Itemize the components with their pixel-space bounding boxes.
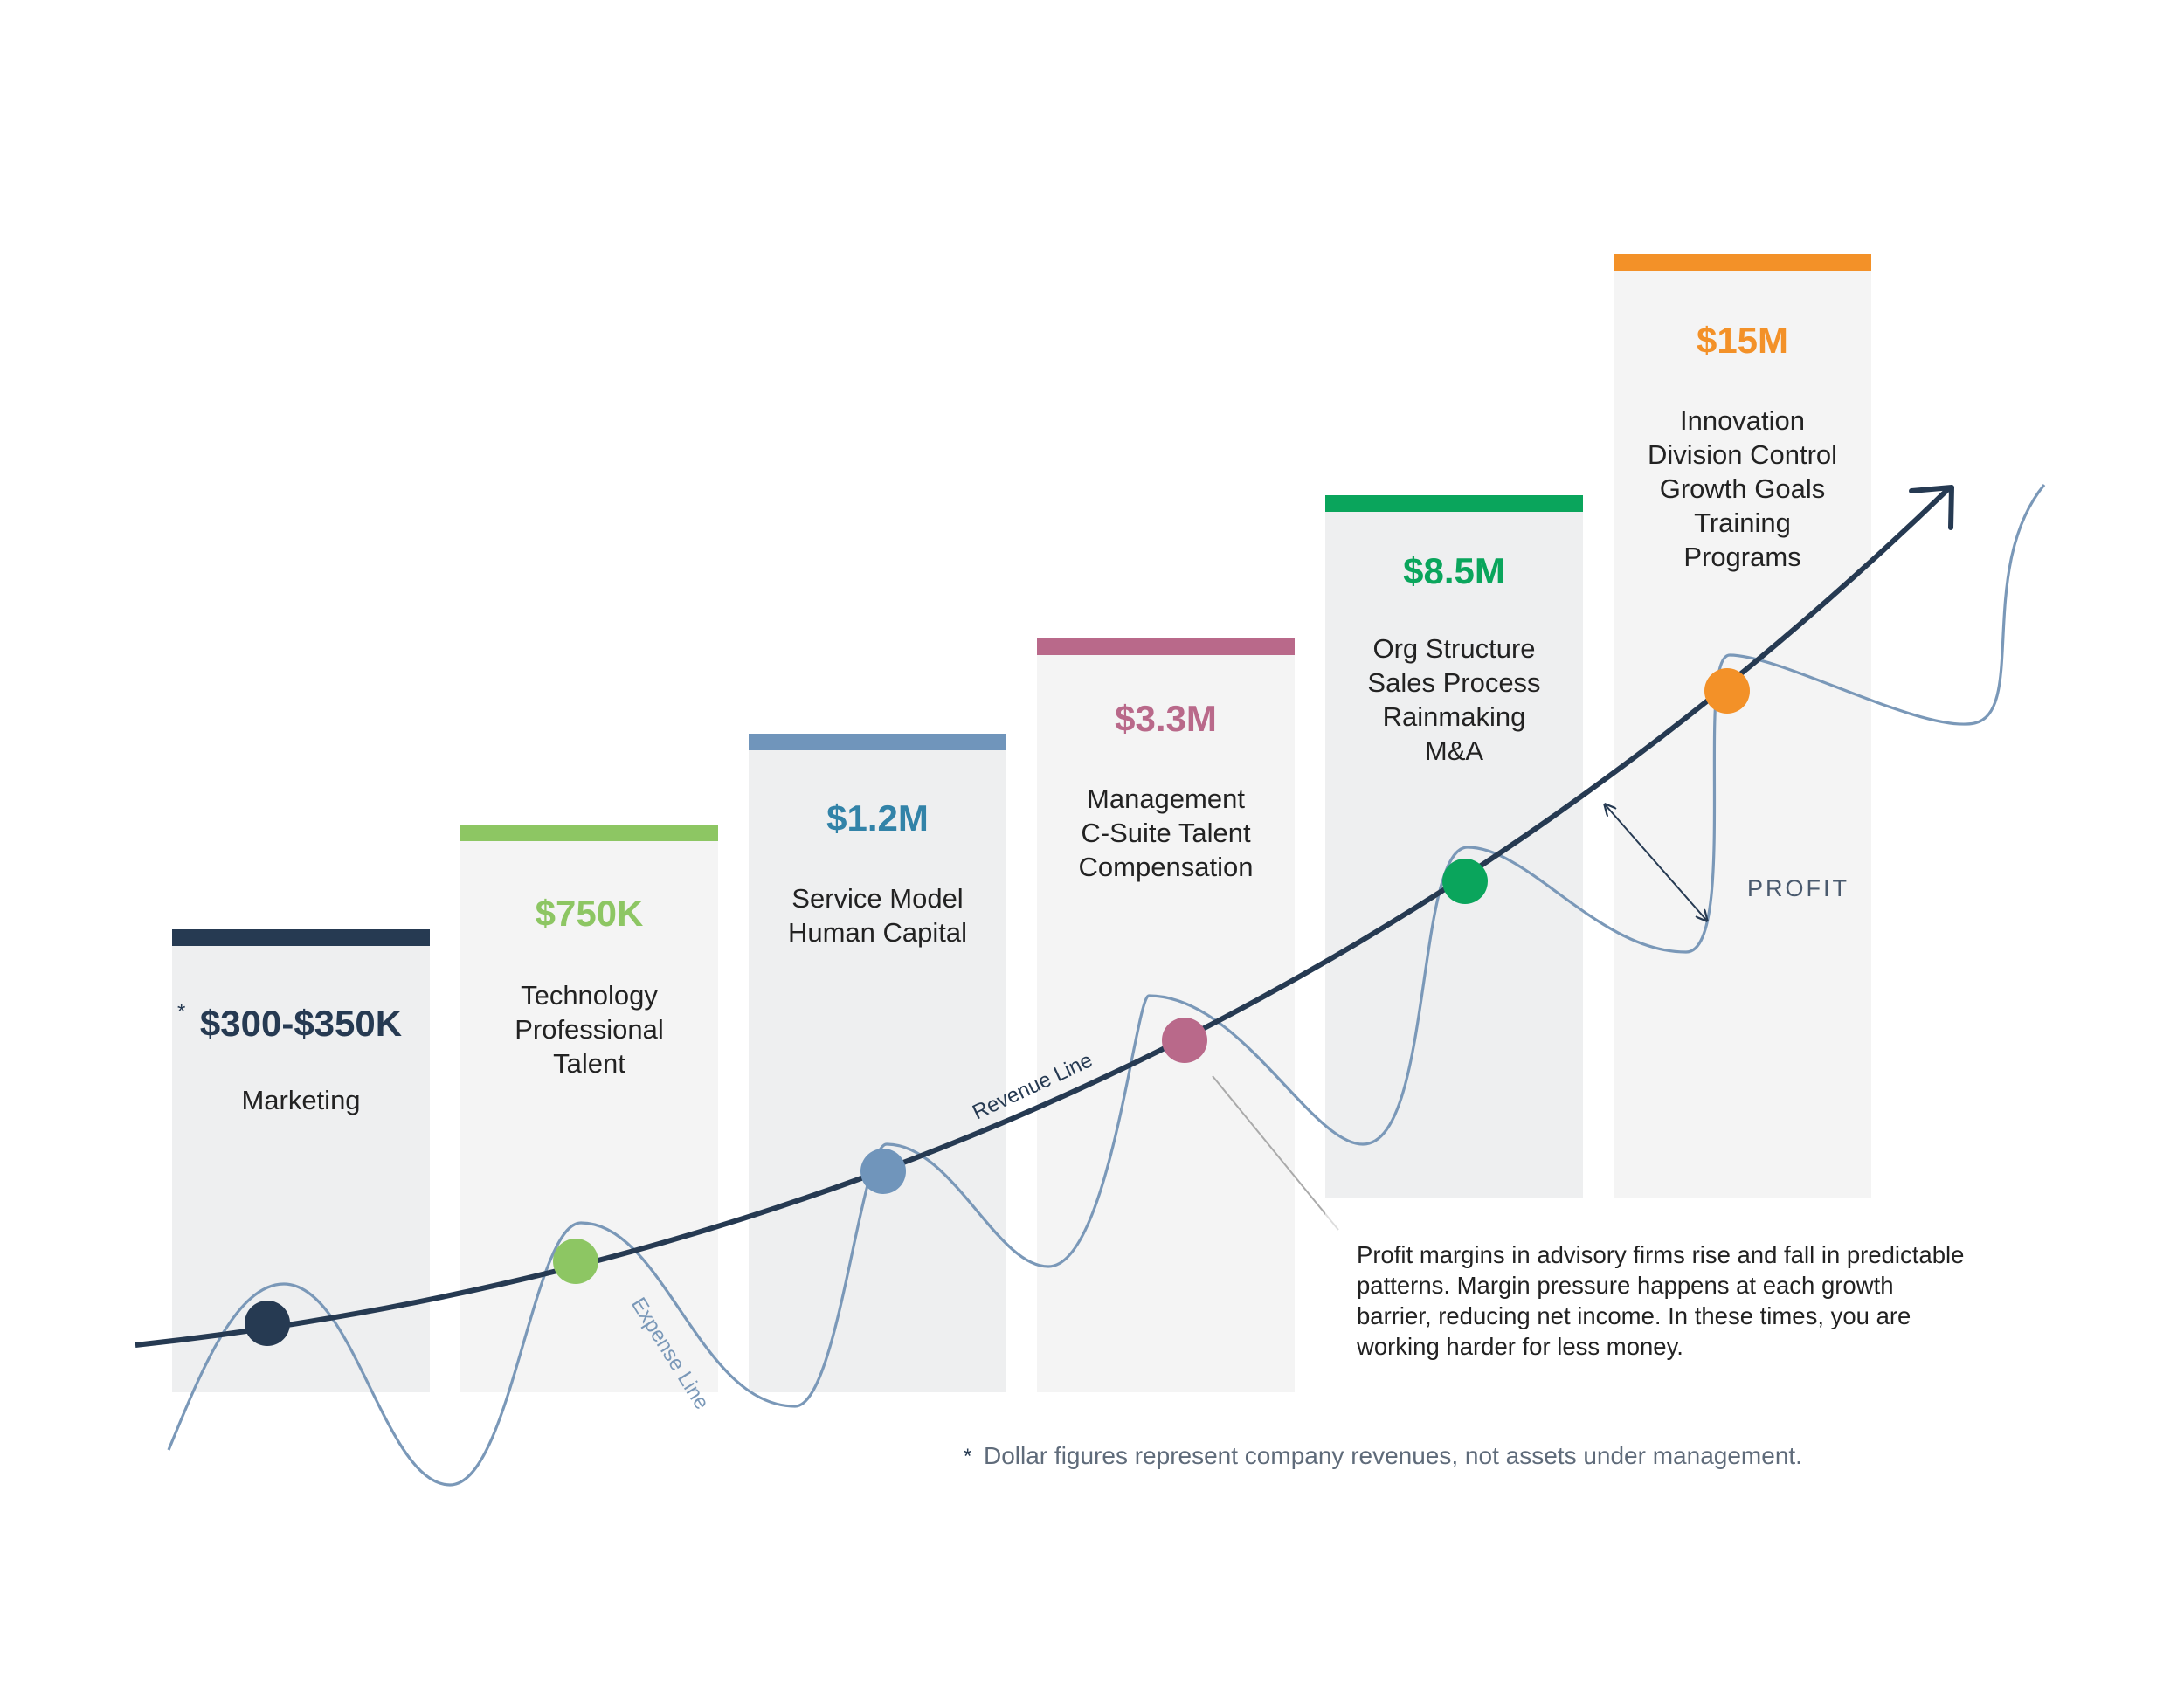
stage-label-3-2: Human Capital — [788, 917, 967, 948]
stage-amount-5: $8.5M — [1403, 550, 1505, 591]
stage-panel-5 — [1325, 495, 1583, 1198]
stage-label-4-1: Management — [1087, 783, 1245, 814]
footnote-text: Dollar figures represent company revenue… — [984, 1442, 1802, 1469]
milestone-dot-6 — [1704, 668, 1750, 714]
note-backdrop — [1325, 1198, 1871, 1392]
milestone-dot-2 — [553, 1239, 598, 1284]
stage-amount-3: $1.2M — [826, 797, 929, 839]
stage-label-6-3: Growth Goals — [1660, 473, 1826, 504]
stage-label-5-3: Rainmaking — [1383, 701, 1526, 732]
stage-label-5-1: Org Structure — [1372, 633, 1535, 664]
stage-bar-3 — [749, 734, 1006, 750]
stage-panel-2 — [460, 825, 718, 1392]
stage-panel-3 — [749, 734, 1006, 1392]
stage-panel-1 — [172, 929, 430, 1392]
stage-label-6-2: Division Control — [1648, 439, 1837, 470]
stage-label-2-1: Technology — [521, 980, 658, 1011]
stage-text: $300-$350K * Marketing $750K TechnologyProfe… — [177, 320, 1837, 1115]
stage-label-6-5: Programs — [1683, 542, 1800, 572]
milestone-dot-5 — [1442, 859, 1488, 904]
stage-bar-1 — [172, 929, 430, 946]
milestone-dot-1 — [245, 1301, 290, 1346]
stage-label-2-3: Talent — [553, 1048, 625, 1079]
revenue-arrow-head — [1909, 485, 1954, 530]
stage-label-1-1: Marketing — [241, 1085, 360, 1115]
stage-bar-6 — [1614, 254, 1871, 271]
stage-amount-6: $15M — [1697, 320, 1788, 361]
profit-double-arrow — [1606, 805, 1706, 920]
milestone-dot-3 — [860, 1149, 906, 1194]
footnote-asterisk: * — [964, 1445, 971, 1468]
milestone-dots — [245, 668, 1750, 1346]
stage-label-6-1: Innovation — [1680, 405, 1805, 436]
footnote: * Dollar figures represent company reven… — [964, 1442, 1802, 1469]
stage-bar-2 — [460, 825, 718, 841]
note-line-3: barrier, reducing net income. In these t… — [1357, 1302, 1911, 1329]
stage-bar-5 — [1325, 495, 1583, 512]
stage-label-5-4: M&A — [1425, 735, 1484, 766]
stage-amount-1: $300-$350K — [200, 1003, 402, 1044]
stage-label-6-4: Training — [1694, 507, 1791, 538]
stage-asterisk: * — [177, 1000, 185, 1024]
stage-amount-2: $750K — [536, 893, 644, 934]
stage-label-5-2: Sales Process — [1367, 667, 1540, 698]
profit-margin-note: Profit margins in advisory firms rise an… — [1325, 1198, 1964, 1392]
revenue-line — [135, 487, 1951, 1348]
note-line-1: Profit margins in advisory firms rise an… — [1357, 1241, 1964, 1268]
stage-bar-4 — [1037, 638, 1295, 655]
stage-label-3-1: Service Model — [791, 883, 963, 914]
profit-label: PROFIT — [1747, 875, 1849, 901]
note-line-4: working harder for less money. — [1356, 1333, 1683, 1360]
stage-label-4-2: C-Suite Talent — [1081, 818, 1251, 848]
stage-label-4-3: Compensation — [1079, 852, 1254, 882]
stage-panel-6 — [1614, 254, 1871, 1198]
milestone-dot-4 — [1162, 1018, 1207, 1063]
note-callout-line — [1212, 1075, 1339, 1231]
stage-panels — [172, 254, 1871, 1392]
stage-label-2-2: Professional — [515, 1014, 664, 1045]
note-line-2: patterns. Margin pressure happens at eac… — [1357, 1272, 1894, 1299]
stage-panel-4 — [1037, 638, 1295, 1392]
stage-amount-4: $3.3M — [1115, 698, 1217, 739]
